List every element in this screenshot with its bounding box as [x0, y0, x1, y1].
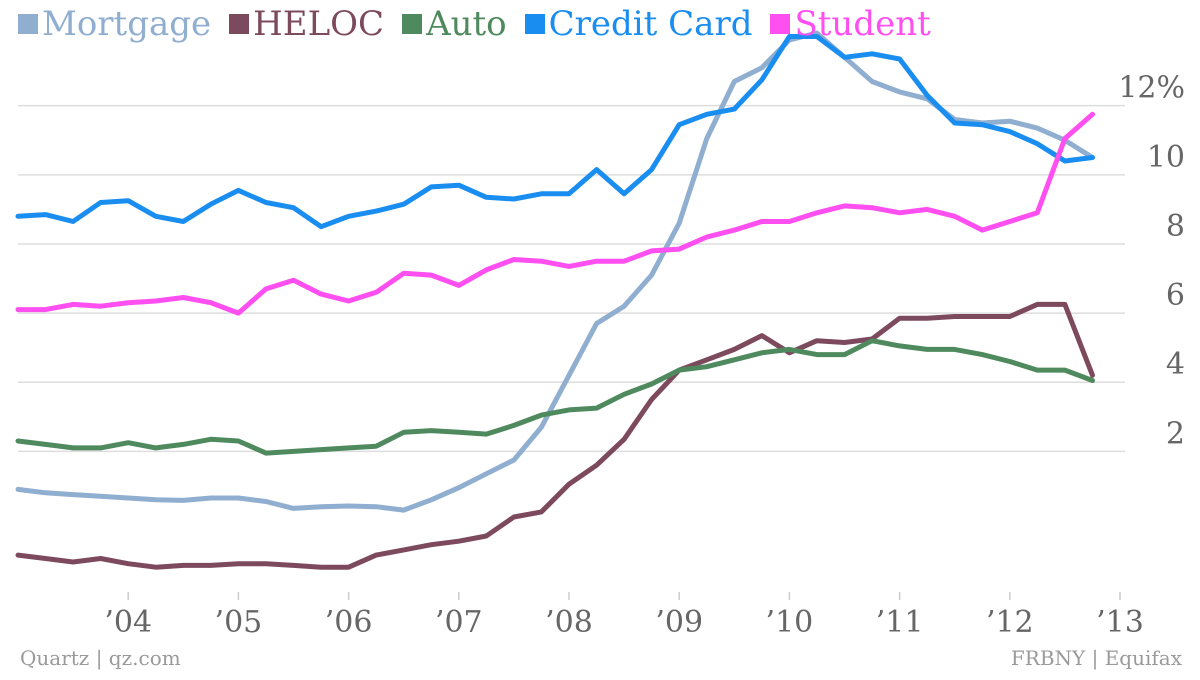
- grid-lines: [18, 104, 1125, 453]
- x-tick-label: ’07: [435, 605, 483, 640]
- y-tick-label: 4: [1166, 347, 1185, 382]
- legend-swatch-student: [770, 14, 791, 34]
- x-tick-label: ’06: [325, 605, 373, 640]
- legend-label-auto: Auto: [426, 4, 507, 44]
- legend-swatch-auto: [402, 14, 423, 34]
- series-line-mortgage: [15, 30, 1095, 513]
- series-line-auto: [15, 338, 1095, 456]
- legend-item-auto: Auto: [402, 4, 507, 44]
- series-line-heloc: [15, 301, 1095, 570]
- footer-source: FRBNY | Equifax: [1010, 646, 1182, 670]
- legend-label-heloc: HELOC: [253, 4, 385, 44]
- x-tick-label: ’11: [876, 605, 924, 640]
- x-tick-label: ’05: [215, 605, 263, 640]
- y-tick-label: 8: [1166, 209, 1185, 244]
- legend-label-student: Student: [794, 4, 931, 44]
- legend-swatch-credit-card: [524, 14, 545, 34]
- x-tick-label: ’12: [986, 605, 1034, 640]
- y-tick-label: 2: [1166, 416, 1185, 451]
- legend-item-student: Student: [770, 4, 931, 44]
- legend-item-credit-card: Credit Card: [524, 4, 753, 44]
- x-tick-label: ’09: [655, 605, 703, 640]
- legend-swatch-heloc: [229, 14, 250, 34]
- legend-label-mortgage: Mortgage: [42, 4, 212, 44]
- legend-item-heloc: HELOC: [229, 4, 384, 44]
- x-tick-label: ’10: [766, 605, 814, 640]
- x-axis-ticks: ’04 ’05 ’06 ’07 ’08 ’09 ’10 ’11 ’12 ’13: [104, 592, 1144, 640]
- x-tick-label: ’08: [545, 605, 593, 640]
- x-tick-label: ’04: [104, 605, 152, 640]
- y-tick-label: 12%: [1118, 71, 1185, 106]
- legend-label-credit-card: Credit Card: [548, 4, 753, 44]
- legend-swatch-mortgage: [18, 14, 38, 34]
- y-tick-label: 10: [1147, 140, 1185, 175]
- series-lines: [15, 30, 1095, 570]
- y-tick-label: 6: [1166, 278, 1185, 313]
- footer-credit: Quartz | qz.com: [20, 646, 181, 670]
- y-axis-ticks: 2 4 6 8 10 12%: [1118, 71, 1185, 452]
- legend-item-mortgage: Mortgage: [18, 4, 211, 44]
- series-line-student: [15, 111, 1095, 316]
- series-line-credit-card: [15, 34, 1095, 230]
- x-tick-label: ’13: [1096, 605, 1144, 640]
- legend: Mortgage HELOC Auto Credit Card Student: [18, 4, 931, 44]
